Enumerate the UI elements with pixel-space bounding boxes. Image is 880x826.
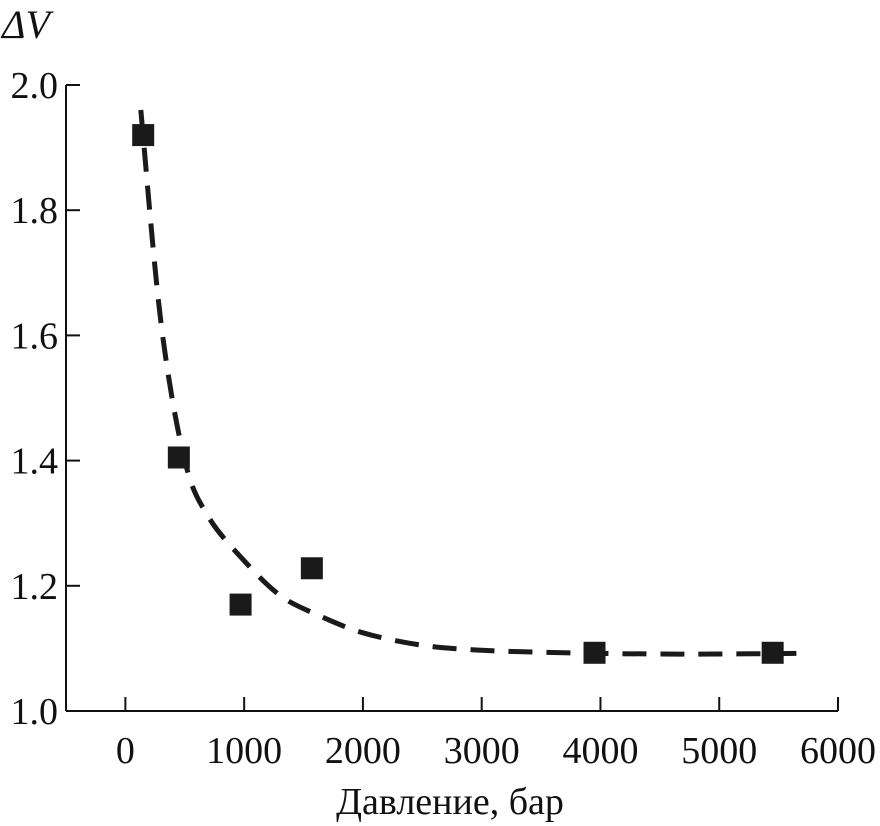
x-tick-label: 0	[116, 730, 135, 772]
axes	[65, 85, 838, 712]
data-point	[229, 593, 252, 616]
y-tick-label: 1.2	[11, 566, 59, 608]
x-tick-label: 3000	[444, 730, 520, 772]
data-points	[132, 124, 784, 664]
y-tick-label: 2.0	[11, 65, 59, 107]
data-point	[132, 124, 155, 147]
y-tick-label: 1.8	[11, 190, 59, 232]
y-axis-label: ΔV	[0, 2, 54, 47]
x-tick-label: 2000	[325, 730, 401, 772]
y-tick-label: 1.4	[11, 441, 59, 483]
fit-curve	[138, 109, 797, 657]
y-tick-label: 1.6	[11, 315, 59, 357]
y-ticks: 1.0 1.2 1.4 1.6 1.8 2.0	[11, 65, 80, 733]
data-point	[583, 641, 606, 664]
x-ticks: 0 1000 2000 3000 4000 5000 6000	[116, 697, 876, 772]
x-tick-label: 5000	[681, 730, 757, 772]
x-tick-label: 1000	[206, 730, 282, 772]
data-point	[300, 557, 323, 580]
x-tick-label: 4000	[562, 730, 638, 772]
data-point	[167, 446, 190, 469]
data-point	[761, 641, 784, 664]
x-axis-label: Давление, бар	[336, 781, 564, 823]
y-tick-label: 1.0	[11, 691, 59, 733]
x-tick-label: 6000	[800, 730, 876, 772]
